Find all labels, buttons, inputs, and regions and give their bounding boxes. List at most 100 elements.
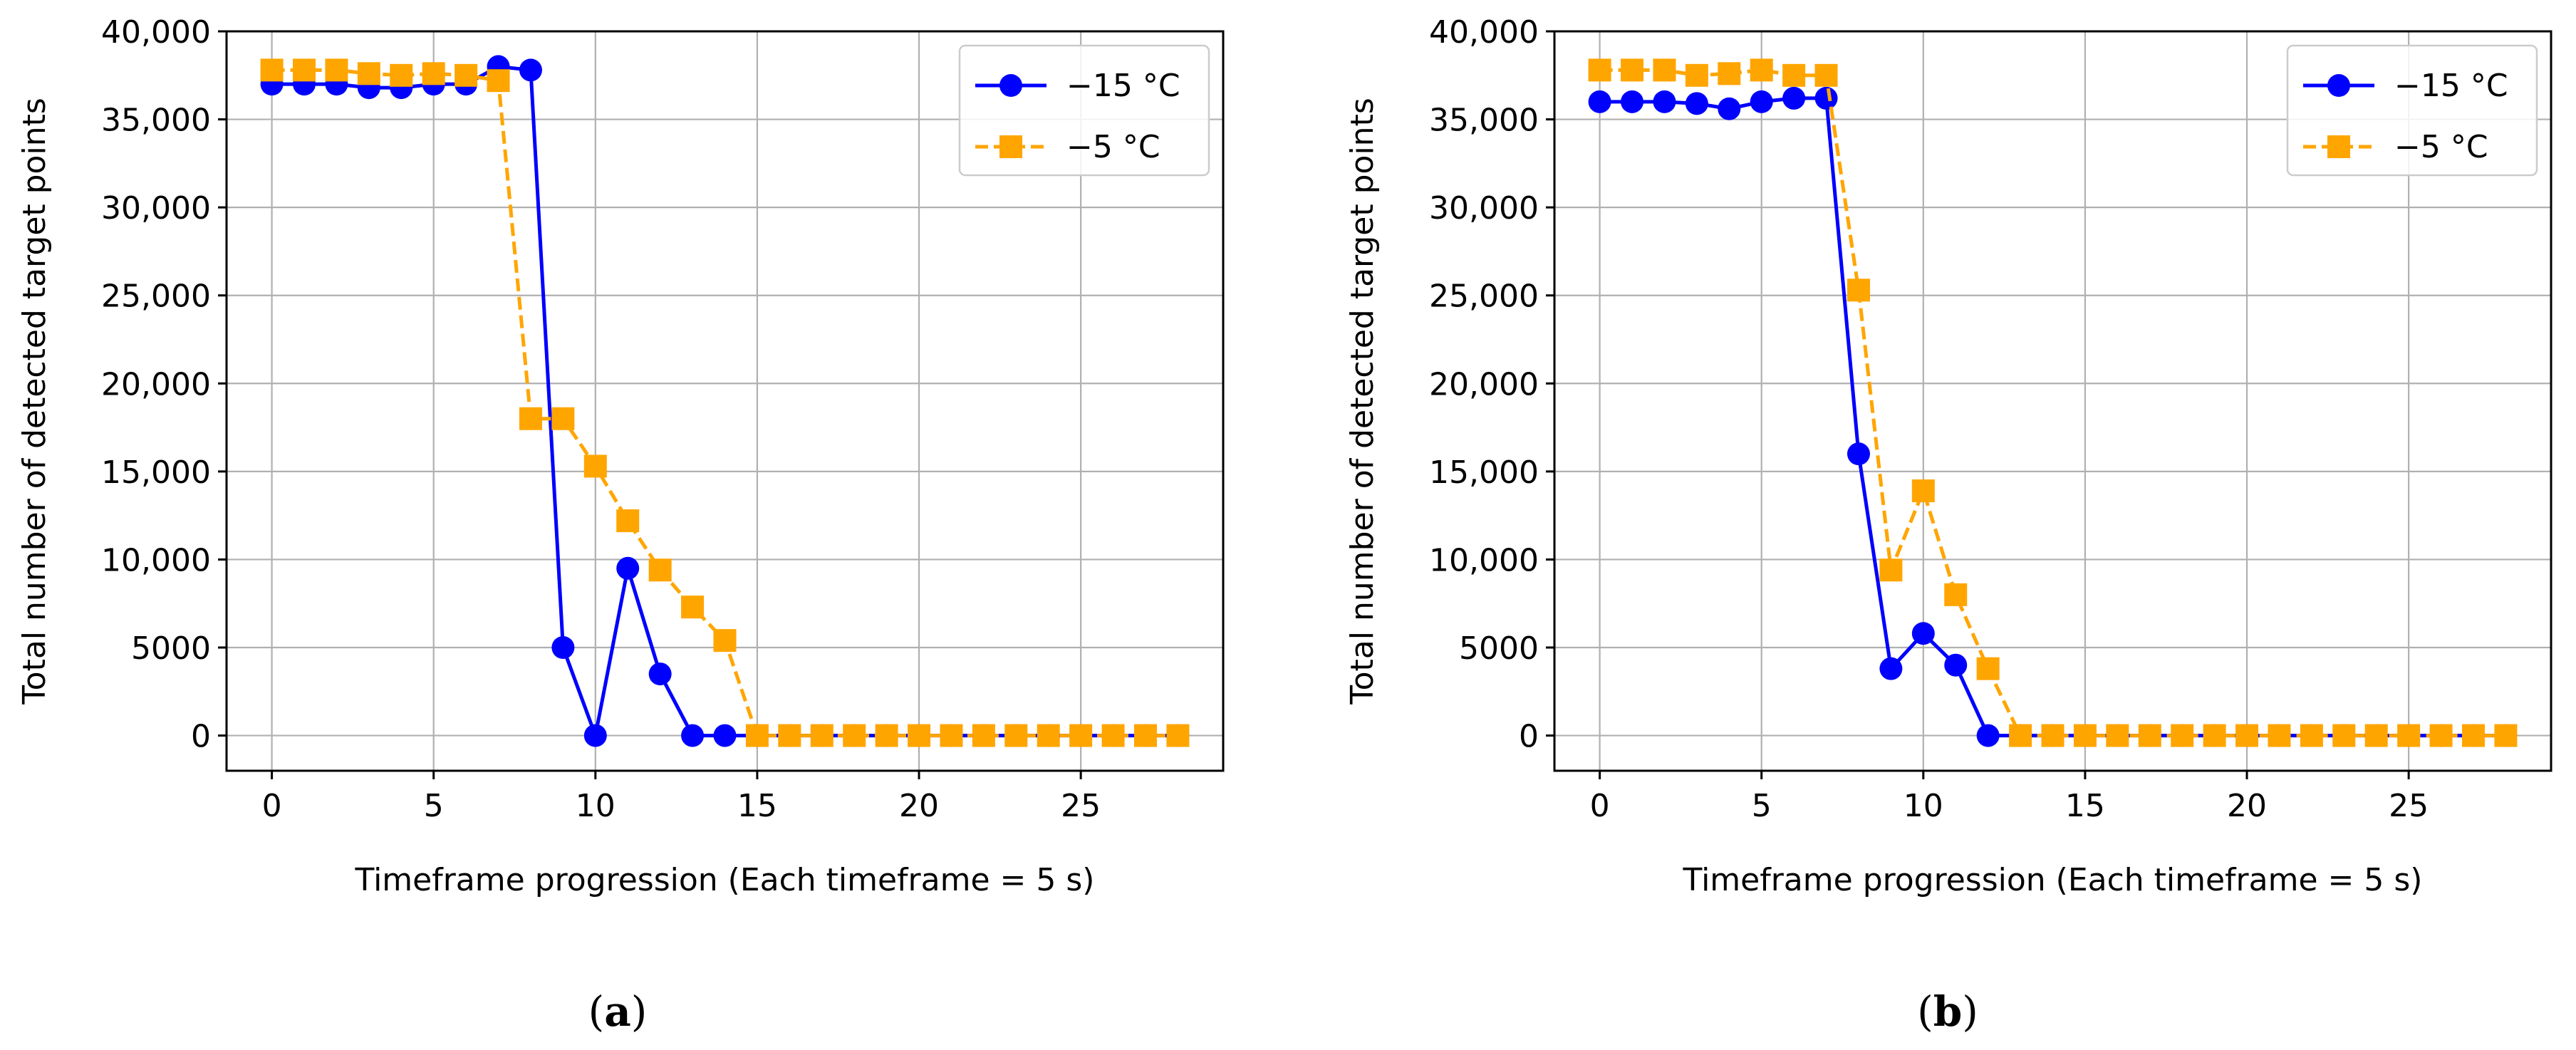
chart-a-legend: −15 °C −5 °C	[958, 44, 1210, 177]
chart-b-series-minus5	[1588, 58, 2518, 747]
chart-b-data-point	[1718, 62, 1741, 85]
chart-b-data-point	[1847, 279, 1870, 302]
chart-b-x-tick-label: 5	[1752, 788, 1772, 824]
chart-b-data-point	[2073, 724, 2097, 747]
chart-a-y-tick-label: 5000	[131, 630, 211, 667]
chart-b-data-point	[1847, 442, 1870, 466]
chart-b-y-tick-label: 0	[1519, 719, 1539, 755]
chart-a-y-tick-label: 0	[191, 719, 211, 755]
chart-a-x-axis-label: Timeframe progression (Each timeframe = …	[355, 862, 1095, 898]
chart-b-x-axis-label: Timeframe progression (Each timeframe = …	[1683, 862, 2423, 898]
chart-b-y-tick-label: 40,000	[1429, 14, 1539, 51]
chart-a-plot-frame	[225, 30, 1225, 772]
chart-a-y-tick-label: 10,000	[101, 542, 211, 578]
chart-b-data-point	[2138, 724, 2161, 747]
chart-b-x-tick-label: 20	[2227, 788, 2267, 824]
chart-a-data-point	[551, 636, 575, 659]
chart-b-data-point	[1911, 479, 1935, 503]
chart-a-y-axis-label: Total number of detected target points	[16, 98, 53, 705]
chart-a-data-point	[681, 724, 705, 747]
chart-a-data-point	[1037, 724, 1060, 747]
chart-a-data-point	[972, 724, 995, 747]
chart-b-data-point	[1814, 86, 1838, 110]
chart-b-y-tick-label: 25,000	[1429, 279, 1539, 315]
chart-a-data-point	[260, 58, 284, 82]
caption-a-letter: a	[604, 987, 631, 1036]
chart-b-data-point	[2429, 724, 2453, 747]
chart-b-data-point	[2461, 724, 2485, 747]
chart-b-legend-marker	[2327, 135, 2350, 158]
chart-b-data-point	[1588, 90, 1611, 113]
caption-b-close: )	[1962, 987, 1978, 1036]
caption-a-close: )	[631, 987, 648, 1036]
chart-a-data-point	[778, 724, 801, 747]
chart-a-data-point	[1133, 724, 1157, 747]
chart-a-data-point	[390, 63, 413, 87]
chart-b-data-point	[2268, 724, 2291, 747]
chart-a-data-point	[551, 407, 575, 430]
chart-b-y-tick-label: 10,000	[1429, 542, 1539, 578]
chart-a-data-point	[616, 556, 640, 580]
chart-a-data-point	[1004, 724, 1028, 747]
chart-b-data-point	[1782, 63, 1806, 87]
chart-b-y-tick-label: 20,000	[1429, 366, 1539, 402]
caption-a: (a)	[588, 987, 648, 1036]
chart-b-legend-label: −15 °C	[2394, 68, 2508, 104]
chart-b-data-point	[1718, 97, 1741, 120]
chart-b-data-point	[2009, 724, 2032, 747]
chart-a-y-tick-label: 20,000	[101, 366, 211, 402]
chart-b-data-point	[2494, 724, 2518, 747]
chart-a-x-tick-label: 15	[737, 788, 777, 824]
chart-b-data-point	[1782, 86, 1806, 110]
chart-a-data-point	[583, 454, 607, 478]
chart-a-legend-marker	[999, 135, 1022, 158]
chart-a-y-tick-label: 25,000	[101, 279, 211, 315]
chart-a-data-point	[745, 724, 769, 747]
chart-a-data-point	[713, 724, 737, 747]
chart-a-legend-marker	[999, 74, 1022, 97]
chart-a-x-tick-label: 0	[262, 788, 282, 824]
chart-b-legend-marker	[2327, 74, 2350, 97]
chart-a-data-point	[681, 596, 705, 619]
chart-b-data-point	[1653, 90, 1676, 113]
chart-b-x-tick-label: 25	[2389, 788, 2429, 824]
chart-a-x-tick-label: 5	[424, 788, 444, 824]
chart-a-data-point	[519, 407, 542, 430]
chart-a-data-point	[357, 62, 380, 85]
chart-b-x-tick-label: 10	[1904, 788, 1943, 824]
chart-b-data-point	[1976, 724, 2000, 747]
chart-b-data-point	[1685, 92, 1708, 115]
chart-b-data-point	[1911, 622, 1935, 645]
chart-b-data-point	[1621, 90, 1644, 113]
chart-b-legend: −15 °C −5 °C	[2286, 44, 2538, 177]
chart-b-y-tick-label: 35,000	[1429, 103, 1539, 139]
chart-a-data-point	[940, 724, 963, 747]
chart-b-data-point	[1653, 58, 1676, 82]
chart-b-data-point	[1750, 58, 1773, 82]
chart-a-data-point	[713, 629, 737, 653]
chart-b-data-point	[1621, 58, 1644, 82]
chart-a-legend-label: −5 °C	[1066, 129, 1160, 165]
chart-a-data-point	[648, 662, 672, 686]
caption-b: (b)	[1917, 987, 1978, 1036]
chart-b-data-point	[1588, 58, 1611, 82]
chart-b-y-tick-label: 5000	[1459, 630, 1539, 667]
chart-a-series-minus5	[260, 58, 1190, 747]
chart-a-data-point	[583, 724, 607, 747]
chart-a-data-point	[487, 69, 510, 93]
chart-b-x-tick-label: 15	[2065, 788, 2105, 824]
caption-b-letter: b	[1933, 987, 1963, 1036]
chart-a-y-tick-label: 15,000	[101, 454, 211, 491]
caption-a-open: (	[588, 987, 605, 1036]
chart-b-data-point	[2106, 724, 2129, 747]
chart-panel-b: 0 5 10 15 20 25 0 5000 10,000 15,000 20,000 25,000 3…	[1344, 14, 2552, 898]
chart-b-data-point	[2203, 724, 2226, 747]
chart-a-x-tick-label: 20	[899, 788, 939, 824]
chart-b-data-point	[2235, 724, 2259, 747]
chart-a-data-point	[1101, 724, 1125, 747]
chart-b-data-point	[2171, 724, 2194, 747]
chart-a-data-point	[843, 724, 866, 747]
chart-a-data-point	[455, 63, 478, 87]
chart-a-data-point	[293, 58, 316, 82]
chart-b-series-line	[1599, 96, 2506, 738]
